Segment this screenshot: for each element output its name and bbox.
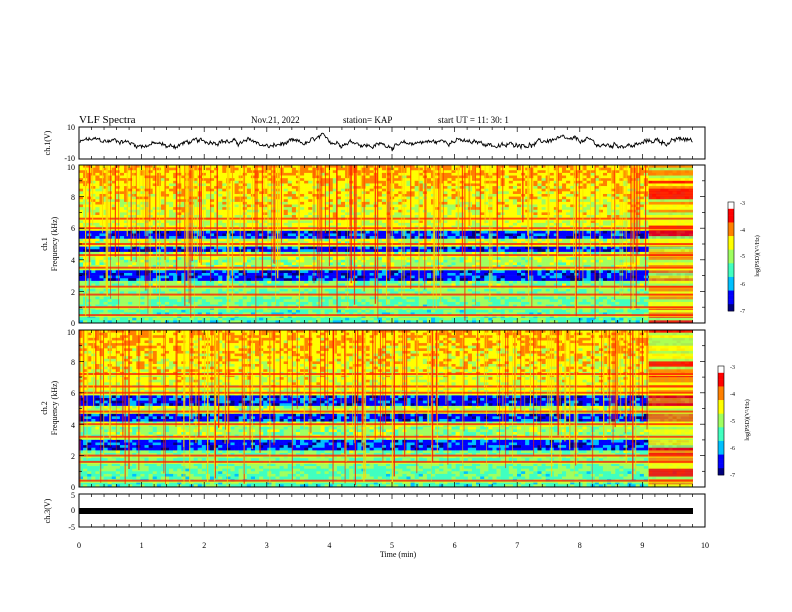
figure-title: VLF Spectra [79,114,136,126]
ch1-ytick-top: 10 [67,123,75,132]
ch3-ylabel: ch.3(V) [43,498,52,523]
start-time-label: start UT = 11: 30: 1 [438,115,509,125]
cb1-tick-max: -3 [740,201,745,207]
x-tick-label: 8 [578,541,582,550]
spec2-ytick-4: 4 [71,421,75,430]
spec1-ytick-6: 6 [71,224,75,233]
x-tick-label: 0 [77,541,81,550]
spectrogram-ch2-panel: 0 2 4 6 8 10 ch.2 Frequency (kHz) [40,328,706,492]
spec1-ytick-2: 2 [71,288,75,297]
spec2-ytick-6: 6 [71,389,75,398]
tick-marks [78,127,706,527]
x-tick-label: 3 [265,541,269,550]
x-tick-label: 1 [140,541,144,550]
x-tick-label: 9 [640,541,644,550]
spec1-ytick-4: 4 [71,256,75,265]
spec2-ylabel: ch.2 [40,401,49,415]
cb1-tick-min: -7 [740,309,745,315]
cb2-tick-min: -7 [730,473,735,479]
x-tick-label: 2 [202,541,206,550]
spec2-ytick-10: 10 [67,328,75,337]
cb1-tick-4: -4 [740,228,745,234]
cb2-tick-5: -5 [730,419,735,425]
spec2-ytick-2: 2 [71,452,75,461]
spec1-ylabel: ch.1 [40,237,49,251]
waveform-ch1-trace [79,132,693,152]
spectrogram-ch2-image [79,330,705,488]
x-tick-label: 4 [327,541,331,550]
spec1-ylabel-freq: Frequency (kHz) [50,216,59,271]
spec1-ytick-10: 10 [67,163,75,172]
x-tick-label: 6 [453,541,457,550]
cb2-tick-6: -6 [730,446,735,452]
spectrogram-ch1-panel: 0 2 4 6 8 10 ch.1 Frequency (kHz) [40,163,706,328]
spec1-ytick-0: 0 [71,319,75,328]
x-axis-label: Time (min) [380,550,417,559]
colorbar-ch2-gradient [718,366,724,476]
waveform-ch3-trace [79,508,693,514]
x-tick-label: 5 [390,541,394,550]
ch3-ytick-bottom: -5 [68,523,75,532]
spec2-ylabel-freq: Frequency (kHz) [50,380,59,435]
colorbar-ch1-gradient [728,202,734,312]
cb2-tick-max: -3 [730,365,735,371]
cb1-tick-6: -6 [740,282,745,288]
ch3-ytick-top: 5 [71,491,75,500]
ch3-ytick-mid: 0 [71,506,75,515]
cb2-label: log(PSD)(V²/Hz) [744,399,751,440]
date-label: Nov.21, 2022 [251,115,300,125]
x-tick-label: 7 [515,541,519,550]
ch1-ytick-bottom: -10 [64,154,75,163]
x-tick-labels: 0 1 2 3 4 5 6 7 8 9 10 [77,541,709,550]
spec2-ytick-8: 8 [71,358,75,367]
cb1-tick-5: -5 [740,254,745,260]
spectrogram-ch1-image [79,165,705,324]
ch1-ylabel: ch.1(V) [43,130,52,155]
cb1-label: log(PSD)(V²/Hz) [754,235,761,276]
colorbar-ch2: -3 -4 -5 -6 -7 log(PSD)(V²/Hz) [717,365,751,479]
colorbar-ch1: -3 -4 -5 -6 -7 log(PSD)(V²/Hz) [727,201,761,315]
station-label: station= KAP [343,115,392,125]
cb2-tick-4: -4 [730,392,735,398]
x-tick-label: 10 [701,541,709,550]
spec2-ytick-0: 0 [71,483,75,492]
spec1-ytick-8: 8 [71,193,75,202]
